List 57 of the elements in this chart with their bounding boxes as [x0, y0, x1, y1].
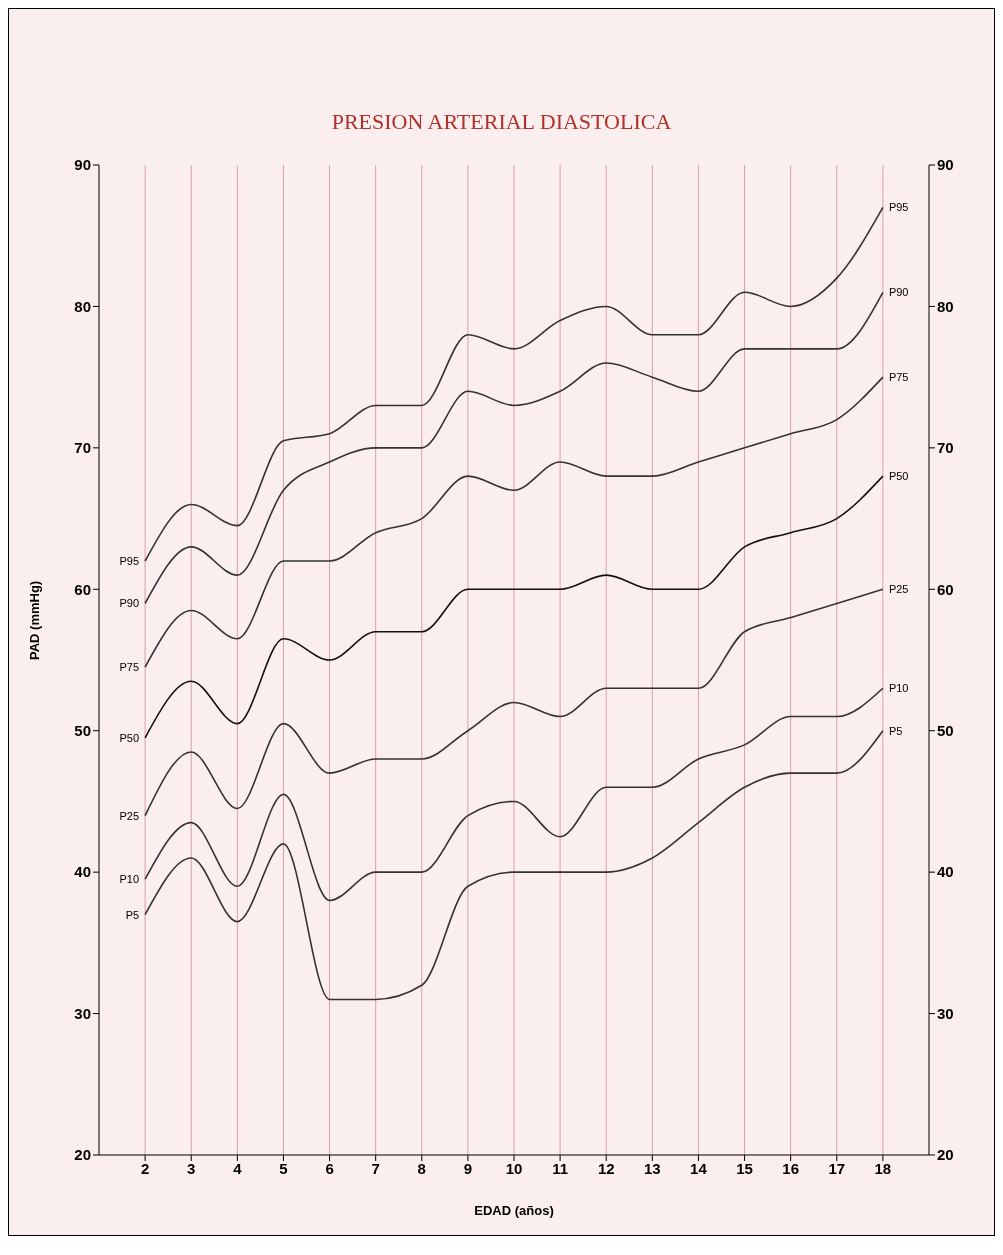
y2-tick-label: 80 — [937, 297, 954, 315]
text: P25 — [888, 583, 909, 596]
y2-tick-label: 70 — [937, 439, 954, 457]
y2-tick-label: 30 — [937, 1004, 954, 1022]
x-tick-label: 10 — [505, 1159, 523, 1177]
chart-title: PRESION ARTERIAL DIASTOLICA — [330, 108, 673, 136]
series-label: P90 — [119, 597, 140, 610]
series-label: P75 — [119, 661, 140, 674]
text: P5 — [888, 724, 903, 737]
y-tick-label: 70 — [74, 439, 91, 457]
x-tick-label: 15 — [736, 1159, 753, 1177]
y2-tick-label: 60 — [937, 580, 954, 598]
series-label: P50 — [119, 731, 140, 744]
line-series — [144, 588, 884, 817]
text: P90 — [888, 286, 909, 299]
y-tick-label: 90 — [74, 156, 91, 174]
y2-tick-label: 50 — [937, 722, 954, 740]
line-series — [144, 206, 884, 562]
y-tick-label: 20 — [74, 1146, 91, 1164]
series-label: P5 — [125, 908, 140, 921]
x-axis-title: EDAD (años) — [474, 1203, 554, 1218]
series-label: P95 — [119, 555, 140, 567]
x-tick-label: 16 — [782, 1159, 800, 1177]
text: P10 — [888, 682, 909, 695]
text: P95 — [888, 201, 909, 214]
y-tick-label: 60 — [74, 580, 91, 598]
y2-tick-label: 40 — [937, 863, 954, 881]
x-tick-label: 3 — [187, 1159, 196, 1177]
text: P50 — [888, 470, 909, 483]
x-tick-label: 9 — [463, 1159, 473, 1177]
line-series — [144, 376, 884, 668]
x-tick-label: 8 — [417, 1159, 426, 1177]
text: P75 — [888, 371, 909, 384]
y-tick-label: 40 — [74, 863, 91, 881]
line-series — [144, 475, 884, 739]
x-tick-label: 12 — [597, 1159, 615, 1177]
line-series — [144, 291, 884, 605]
y2-tick-label: 20 — [937, 1146, 954, 1164]
y-tick-label: 30 — [74, 1004, 91, 1022]
series-label: P25 — [119, 809, 140, 822]
x-tick-label: 18 — [874, 1159, 892, 1177]
x-tick-label: 4 — [233, 1159, 243, 1177]
x-tick-label: 17 — [828, 1159, 846, 1177]
y-axis-title: PAD (mmHg) — [26, 580, 42, 660]
y2-tick-label: 90 — [937, 156, 954, 174]
x-tick-label: 2 — [140, 1159, 150, 1177]
y-tick-label: 80 — [74, 297, 91, 315]
x-tick-label: 14 — [690, 1159, 708, 1177]
x-tick-label: 5 — [279, 1159, 288, 1177]
x-tick-label: 13 — [643, 1159, 661, 1177]
x-tick-label: 11 — [552, 1159, 569, 1177]
line-series — [144, 687, 884, 902]
line-series — [144, 729, 884, 1001]
series-label: P10 — [119, 873, 140, 886]
x-tick-label: 7 — [371, 1159, 380, 1177]
x-tick-label: 6 — [325, 1159, 334, 1177]
y-tick-label: 50 — [74, 722, 91, 740]
